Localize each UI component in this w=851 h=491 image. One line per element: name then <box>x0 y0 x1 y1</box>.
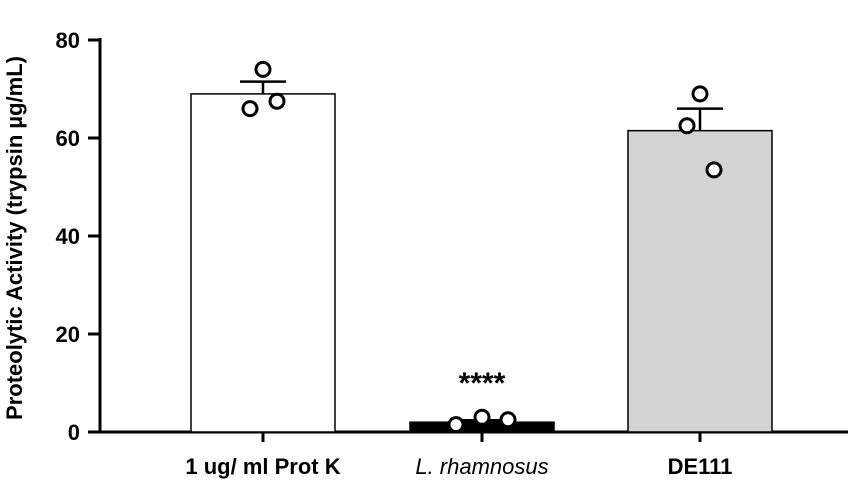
data-point <box>678 117 696 135</box>
data-point <box>705 161 723 179</box>
data-point <box>254 60 272 78</box>
data-point <box>268 92 286 110</box>
y-tick-label: 40 <box>56 224 80 249</box>
significance-annotation: **** <box>459 367 506 400</box>
x-tick-label: 1 ug/ ml Prot K <box>185 454 340 479</box>
y-tick-label: 20 <box>56 322 80 347</box>
bar <box>627 129 773 433</box>
plot-area: 0 20 40 60 80 1 ug/ ml Prot K L. rhamnosus DE11… <box>56 28 848 479</box>
y-axis-label: Proteolytic Activity (trypsin µg/mL) <box>2 56 27 420</box>
data-point <box>691 85 709 103</box>
x-tick-label: L. rhamnosus <box>415 454 548 479</box>
x-tick-label: DE111 <box>668 454 733 479</box>
data-point <box>473 408 491 426</box>
y-tick-label: 60 <box>56 126 80 151</box>
bar <box>190 93 336 433</box>
data-point <box>447 416 465 434</box>
y-tick-label: 80 <box>56 28 80 53</box>
y-tick-label: 0 <box>68 420 80 445</box>
data-point <box>499 411 517 429</box>
data-point <box>241 100 259 118</box>
